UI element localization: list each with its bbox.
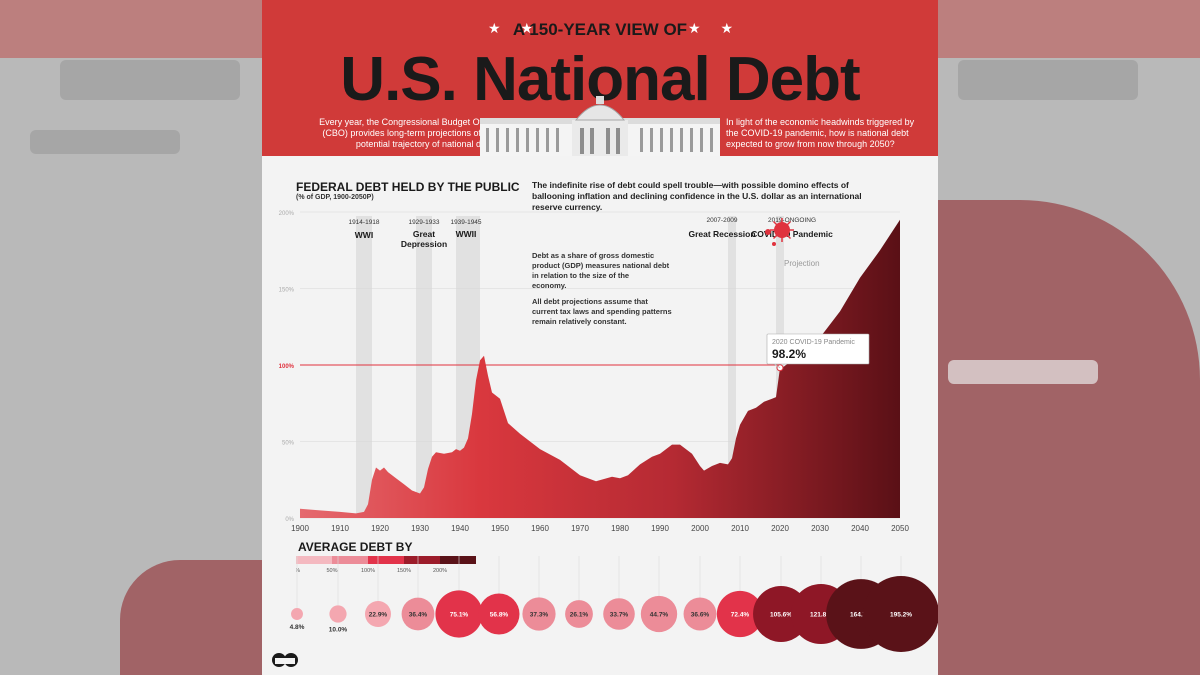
bubble — [716, 590, 764, 638]
y-tick-label: 50% — [282, 441, 295, 447]
legend-tick: 0% — [296, 568, 300, 574]
bubble — [291, 608, 303, 620]
chart-note-1: Debt as a share of gross domestic product… — [532, 251, 670, 290]
x-tick-label: 2000 — [691, 524, 709, 533]
bubble-label: 4.8% — [290, 624, 305, 631]
legend-tick: 100% — [361, 568, 375, 574]
event-name: WWI — [355, 230, 373, 240]
kicker: A 150-YEAR VIEW OF — [512, 20, 688, 39]
bubble-label: 195.2% — [890, 612, 912, 619]
bubble-label: 44.7% — [650, 612, 669, 619]
bubble-label: 36.4% — [409, 612, 428, 619]
legend-title: AVERAGE DEBT BY — [298, 540, 413, 554]
average-debt-bubbles: 4.8% 10.0% 22.9% 36.4% 75.1% 56.8% 37.3% 26.1% 3… — [290, 556, 938, 652]
event-name: WWII — [456, 229, 477, 239]
legend-swatch — [296, 556, 332, 564]
intro-right: In light of the economic headwinds trigg… — [726, 117, 915, 149]
bubble — [565, 600, 593, 628]
legend-swatch — [332, 556, 368, 564]
bubble — [603, 598, 635, 630]
bubble-label: 72.4% — [731, 612, 750, 619]
bubble — [522, 597, 556, 631]
projection-label: Projection — [784, 259, 820, 268]
event-years: 2007-2009 — [706, 217, 737, 224]
bubble-label: 164.7% — [850, 612, 872, 619]
legend-swatch — [368, 556, 404, 564]
bubble — [364, 600, 392, 628]
lede-text: The indefinite rise of debt could spell … — [532, 180, 862, 212]
x-tick-label: 2040 — [851, 524, 869, 533]
color-legend: 0% 50% 100% 150% 200% — [296, 556, 476, 574]
visual-capitalist-logo-icon — [272, 653, 298, 667]
x-tick-label: 1920 — [371, 524, 389, 533]
bubble-label: 33.7% — [610, 612, 629, 619]
y-tick-label: 200% — [279, 211, 295, 217]
x-tick-label: 2010 — [731, 524, 749, 533]
bubble-label: 121.8% — [810, 612, 832, 619]
background-right — [938, 0, 1200, 675]
bubble-label: 37.3% — [530, 612, 549, 619]
stars-right-icon: ★ ★ — [688, 20, 741, 36]
event-name: Great — [413, 229, 435, 239]
event-band — [728, 216, 736, 518]
debt-area — [300, 219, 900, 518]
x-tick-label: 1990 — [651, 524, 669, 533]
bubble — [640, 595, 678, 633]
event-band — [416, 216, 432, 518]
x-tick-label: 1900 — [291, 524, 309, 533]
event-name: Depression — [401, 239, 447, 249]
bubble — [401, 597, 435, 631]
legend-tick: 50% — [326, 568, 337, 574]
virus-icon — [765, 218, 794, 246]
bubble — [435, 590, 483, 638]
legend-swatch — [440, 556, 476, 564]
event-name: Great Recession — [688, 229, 755, 239]
event-band — [356, 216, 372, 518]
callout-value: 98.2% — [772, 347, 806, 361]
y-tick-label: 100% — [279, 364, 295, 370]
debt-area-chart: 1900 1910 1920 1930 1940 1950 1960 1970 1980 1990… — [279, 211, 910, 533]
legend-swatch — [404, 556, 440, 564]
callout-label: 2020 COVID-19 Pandemic — [772, 339, 855, 346]
bubble — [863, 576, 938, 652]
background-left — [0, 0, 262, 675]
x-tick-label: 1970 — [571, 524, 589, 533]
x-tick-label: 1960 — [531, 524, 549, 533]
bubble-label: 10.0% — [329, 627, 348, 634]
chart-note-2: All debt projections assume that current … — [532, 297, 672, 326]
event-name: COVID-19 Pandemic — [751, 229, 833, 239]
intro-left: Every year, the Congressional Budget Off… — [319, 117, 496, 149]
bubble — [478, 593, 520, 635]
x-tick-label: 1940 — [451, 524, 469, 533]
event-years: 1914-1918 — [348, 219, 379, 226]
x-tick-label: 2030 — [811, 524, 829, 533]
bubble-label: 56.8% — [490, 612, 509, 619]
event-years: 2019-ONGOING — [768, 217, 816, 224]
x-tick-label: 1980 — [611, 524, 629, 533]
bubble — [683, 597, 717, 631]
event-years: 1929-1933 — [408, 219, 439, 226]
chart-title: FEDERAL DEBT HELD BY THE PUBLIC — [296, 180, 520, 194]
callout-box — [766, 333, 870, 365]
x-tick-label: 2050 — [891, 524, 909, 533]
bubble-label: 36.6% — [691, 612, 710, 619]
legend-tick: 200% — [433, 568, 447, 574]
x-tick-label: 1910 — [331, 524, 349, 533]
chart-subtitle: (% of GDP, 1900-2050P) — [296, 194, 374, 201]
bubble-label: 26.1% — [570, 612, 589, 619]
bubble-label: 22.9% — [369, 612, 388, 619]
event-years: 1939-1945 — [450, 219, 481, 226]
bubble-label: 105.6% — [770, 612, 792, 619]
y-tick-label: 0% — [285, 517, 294, 523]
legend-tick: 150% — [397, 568, 411, 574]
capitol-building-icon — [480, 96, 720, 156]
infographic: ★ ★ ★ ★ A 150-YEAR VIEW OF U.S. National… — [262, 0, 938, 675]
y-tick-label: 150% — [279, 288, 295, 294]
stars-left-icon: ★ ★ — [488, 20, 541, 36]
x-tick-label: 1930 — [411, 524, 429, 533]
x-tick-label: 2020 — [771, 524, 789, 533]
bubble — [329, 605, 347, 623]
x-tick-label: 1950 — [491, 524, 509, 533]
bubble-label: 75.1% — [450, 612, 469, 619]
